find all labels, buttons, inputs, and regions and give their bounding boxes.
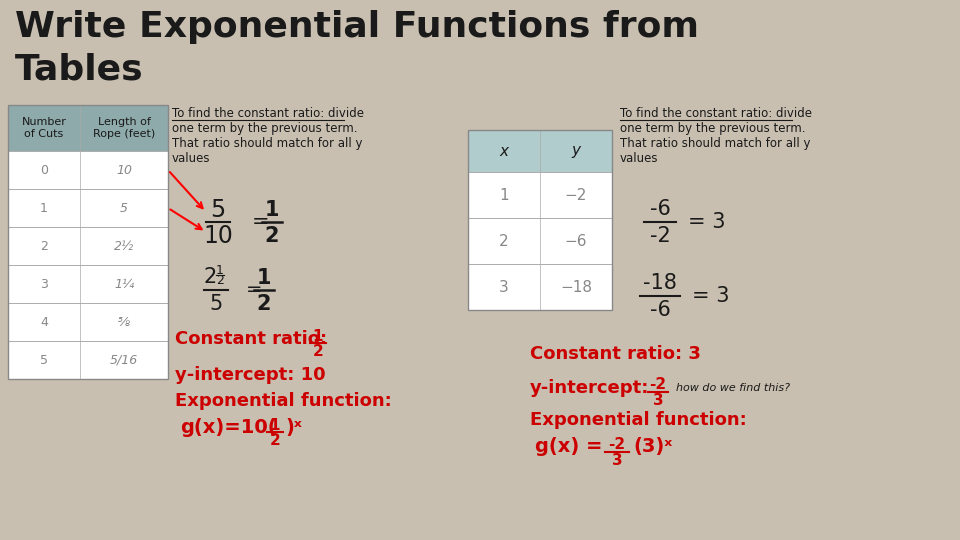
Text: = 3: = 3 <box>692 286 730 306</box>
Text: 2: 2 <box>265 226 279 246</box>
Text: -6: -6 <box>650 300 670 320</box>
Text: values: values <box>172 152 210 165</box>
Text: 5/16: 5/16 <box>109 354 138 367</box>
FancyBboxPatch shape <box>8 151 168 189</box>
Text: 2½: 2½ <box>114 240 134 253</box>
FancyBboxPatch shape <box>468 172 612 218</box>
Text: 4: 4 <box>40 315 48 328</box>
Text: 3: 3 <box>40 278 48 291</box>
Text: 3: 3 <box>499 280 509 294</box>
Text: 2: 2 <box>204 267 217 287</box>
Text: That ratio should match for all y: That ratio should match for all y <box>172 137 363 150</box>
Text: Exponential function:: Exponential function: <box>175 392 392 410</box>
Text: 5: 5 <box>40 354 48 367</box>
Text: 2: 2 <box>256 294 272 314</box>
Text: Write Exponential Functions from: Write Exponential Functions from <box>15 10 699 44</box>
Text: 10: 10 <box>204 224 233 248</box>
Text: Exponential function:: Exponential function: <box>530 411 747 429</box>
Text: That ratio should match for all y: That ratio should match for all y <box>620 137 810 150</box>
Text: Constant ratio:: Constant ratio: <box>175 330 327 348</box>
Text: 1: 1 <box>216 264 224 276</box>
Text: =: = <box>246 280 262 300</box>
Text: 0: 0 <box>40 164 48 177</box>
Text: 10: 10 <box>116 164 132 177</box>
Text: ⅝: ⅝ <box>118 315 130 328</box>
Text: y: y <box>571 144 581 159</box>
Text: −2: −2 <box>564 187 588 202</box>
Text: -6: -6 <box>650 199 670 219</box>
FancyBboxPatch shape <box>8 303 168 341</box>
Text: Number
of Cuts: Number of Cuts <box>21 117 66 139</box>
Text: 5: 5 <box>209 294 223 314</box>
Text: =: = <box>252 212 270 232</box>
Text: Constant ratio: 3: Constant ratio: 3 <box>530 345 701 363</box>
FancyBboxPatch shape <box>8 265 168 303</box>
Text: 1: 1 <box>313 329 324 344</box>
Text: 1: 1 <box>265 200 279 220</box>
Text: 1¼: 1¼ <box>114 278 134 291</box>
Text: one term by the previous term.: one term by the previous term. <box>620 122 805 135</box>
Text: 3: 3 <box>653 393 663 408</box>
Text: −18: −18 <box>560 280 592 294</box>
Text: Length of
Rope (feet): Length of Rope (feet) <box>93 117 156 139</box>
Text: -2: -2 <box>650 226 670 246</box>
FancyBboxPatch shape <box>8 341 168 379</box>
Text: values: values <box>620 152 659 165</box>
Text: 2: 2 <box>270 433 280 448</box>
Text: x: x <box>499 144 509 159</box>
Text: )ˣ: )ˣ <box>285 418 301 437</box>
FancyBboxPatch shape <box>8 227 168 265</box>
Text: g(x) =: g(x) = <box>535 437 603 456</box>
Text: -18: -18 <box>643 273 677 293</box>
Text: -2: -2 <box>609 437 626 452</box>
Text: 1: 1 <box>256 268 272 288</box>
Text: To find the constant ratio: divide: To find the constant ratio: divide <box>620 107 812 120</box>
Text: 3: 3 <box>612 453 622 468</box>
Text: 1: 1 <box>499 187 509 202</box>
Text: 5: 5 <box>210 198 226 222</box>
Text: 5: 5 <box>120 201 128 214</box>
Text: 2: 2 <box>313 344 324 359</box>
Text: 1: 1 <box>270 418 280 433</box>
FancyBboxPatch shape <box>8 105 168 151</box>
FancyBboxPatch shape <box>468 218 612 264</box>
FancyBboxPatch shape <box>468 130 612 172</box>
Text: y-intercept: 10: y-intercept: 10 <box>175 366 325 384</box>
Text: 2: 2 <box>40 240 48 253</box>
Text: 2: 2 <box>499 233 509 248</box>
Text: one term by the previous term.: one term by the previous term. <box>172 122 357 135</box>
Text: how do we find this?: how do we find this? <box>676 383 790 393</box>
Text: y-intercept:: y-intercept: <box>530 379 649 397</box>
FancyBboxPatch shape <box>468 264 612 310</box>
Text: = 3: = 3 <box>688 212 726 232</box>
FancyBboxPatch shape <box>8 189 168 227</box>
Text: 2: 2 <box>216 273 224 287</box>
Text: Tables: Tables <box>15 52 144 86</box>
Text: −6: −6 <box>564 233 588 248</box>
Text: g(x)=10(: g(x)=10( <box>180 418 276 437</box>
Text: 1: 1 <box>40 201 48 214</box>
Text: To find the constant ratio: divide: To find the constant ratio: divide <box>172 107 364 120</box>
Text: (3)ˣ: (3)ˣ <box>633 437 672 456</box>
Text: -2: -2 <box>649 377 666 392</box>
